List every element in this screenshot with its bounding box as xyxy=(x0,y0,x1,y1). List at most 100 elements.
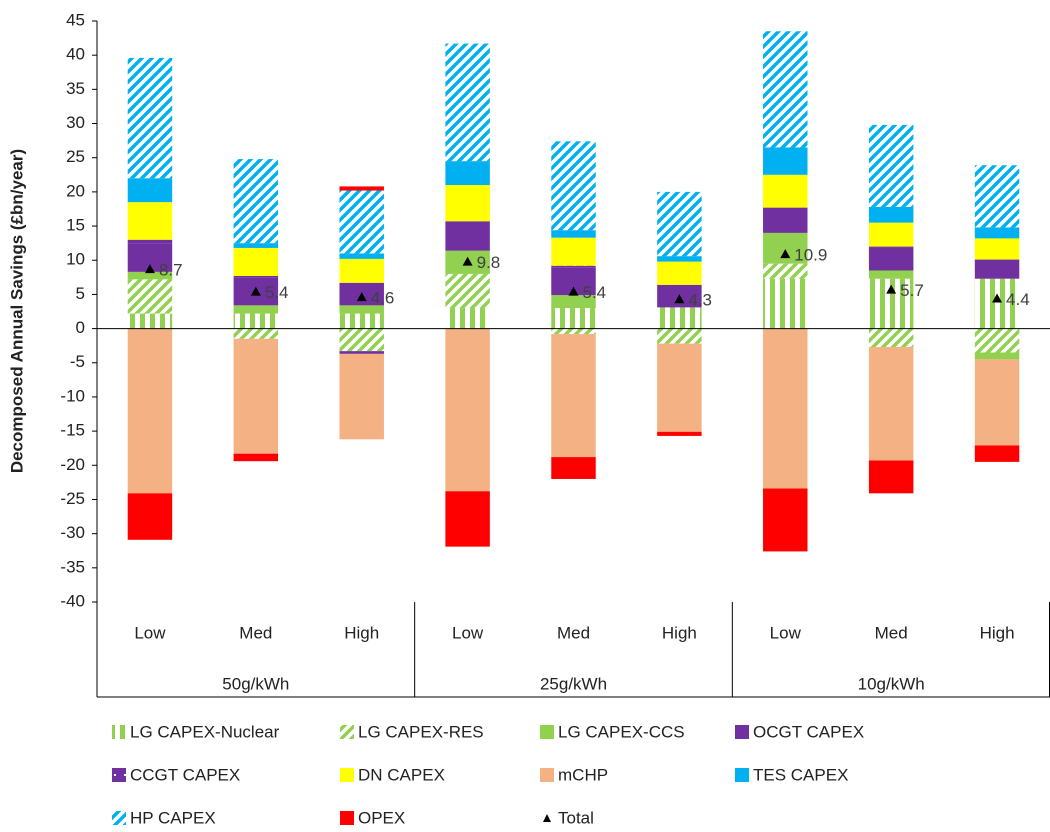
total-label: 4.3 xyxy=(688,291,712,310)
y-tick-label: 20 xyxy=(66,181,85,200)
total-marker xyxy=(780,249,791,259)
legend-swatch xyxy=(735,725,749,739)
bar-segment xyxy=(763,488,808,552)
bar-segment xyxy=(868,270,914,279)
bar-segment xyxy=(974,278,1020,329)
bar-segment xyxy=(763,147,808,175)
bar-segment xyxy=(551,237,596,266)
bar-segment xyxy=(657,431,702,436)
x-tick-label: Low xyxy=(134,623,166,642)
legend-marker xyxy=(543,814,551,822)
total-label: 8.7 xyxy=(159,261,183,280)
total-marker xyxy=(250,286,261,296)
bar-segment xyxy=(339,258,384,283)
bar-segment xyxy=(127,271,173,280)
bar-segment xyxy=(763,31,808,148)
bar-segment xyxy=(127,279,173,314)
y-tick-label: 30 xyxy=(66,113,85,132)
bar-segment xyxy=(339,351,384,354)
legend-swatch xyxy=(540,725,554,739)
total-marker xyxy=(568,286,579,296)
bar-segment xyxy=(974,359,1020,446)
bar-segment xyxy=(445,185,490,222)
bar-segment xyxy=(445,43,490,162)
bar-segment xyxy=(974,328,1020,353)
legend-label: DN CAPEX xyxy=(358,765,445,784)
bar-segment xyxy=(445,308,490,329)
bar-segment xyxy=(445,224,490,251)
y-tick-label: -25 xyxy=(60,489,85,508)
bar-segment xyxy=(974,445,1020,462)
legend-swatch xyxy=(112,811,126,825)
legend-label: CCGT CAPEX xyxy=(130,765,240,784)
group-label: 25g/kWh xyxy=(540,674,607,693)
y-tick-label: -30 xyxy=(60,523,85,542)
bar-segment xyxy=(339,305,384,314)
bar-segment xyxy=(974,165,1020,228)
bar-segment xyxy=(127,239,173,244)
bar-segment xyxy=(127,328,173,494)
total-label: 5.4 xyxy=(583,283,607,302)
y-tick-label: -20 xyxy=(60,455,85,474)
bar-segment xyxy=(127,202,173,240)
bar-segment xyxy=(551,328,596,335)
legend-label: Total xyxy=(558,808,594,827)
bar-segment xyxy=(657,191,702,257)
legend-swatch xyxy=(112,725,126,739)
legend-label: OPEX xyxy=(358,808,405,827)
x-tick-label: Low xyxy=(452,623,484,642)
y-tick-label: 25 xyxy=(66,147,85,166)
bar-segment xyxy=(974,352,1020,360)
bar-segment xyxy=(974,259,1020,279)
x-tick-label: Med xyxy=(875,623,908,642)
bar-segment xyxy=(657,307,702,329)
y-tick-label: 10 xyxy=(66,250,85,269)
bar-segment xyxy=(339,186,384,191)
bar-segment xyxy=(339,190,384,254)
bar-segment xyxy=(657,343,702,432)
bar-segment xyxy=(551,265,596,268)
bar-segment xyxy=(551,334,596,458)
bar-segment xyxy=(445,273,490,309)
bar-segment xyxy=(127,57,173,179)
x-tick-label: Low xyxy=(770,623,802,642)
bar-segment xyxy=(127,493,173,540)
bar-segment xyxy=(445,161,490,186)
bar-segment xyxy=(233,243,279,248)
total-marker xyxy=(462,256,473,266)
y-tick-label: -35 xyxy=(60,557,85,576)
bar-segment xyxy=(233,305,279,314)
bar-segment xyxy=(868,328,914,348)
bar-segment xyxy=(445,221,490,225)
x-tick-label: High xyxy=(344,623,379,642)
total-marker xyxy=(886,284,897,294)
bar-segment xyxy=(551,230,596,238)
legend-swatch xyxy=(735,768,749,782)
total-marker xyxy=(356,292,367,302)
legend-swatch xyxy=(540,768,554,782)
total-label: 5.7 xyxy=(900,281,924,300)
bar-segment xyxy=(233,275,279,278)
bar-segment xyxy=(974,238,1020,260)
bar-segment xyxy=(868,246,914,248)
x-tick-label: Med xyxy=(557,623,590,642)
bar-segment xyxy=(763,328,808,489)
y-tick-label: -15 xyxy=(60,421,85,440)
legend-label: mCHP xyxy=(558,765,608,784)
group-label: 10g/kWh xyxy=(858,674,925,693)
bar-segment xyxy=(868,347,914,461)
bar-segment xyxy=(657,328,702,344)
y-tick-label: -10 xyxy=(60,386,85,405)
bar-segment xyxy=(233,313,279,329)
total-label: 4.6 xyxy=(371,289,395,308)
y-tick-label: 35 xyxy=(66,79,85,98)
bar-segment xyxy=(868,124,914,207)
bar-segment xyxy=(233,328,279,339)
bar-segment xyxy=(763,207,808,233)
legend-label: LG CAPEX-CCS xyxy=(558,722,685,741)
total-marker xyxy=(992,293,1003,303)
bar-segment xyxy=(763,232,808,264)
bar-segment xyxy=(974,227,1020,239)
y-tick-label: 5 xyxy=(76,284,85,303)
